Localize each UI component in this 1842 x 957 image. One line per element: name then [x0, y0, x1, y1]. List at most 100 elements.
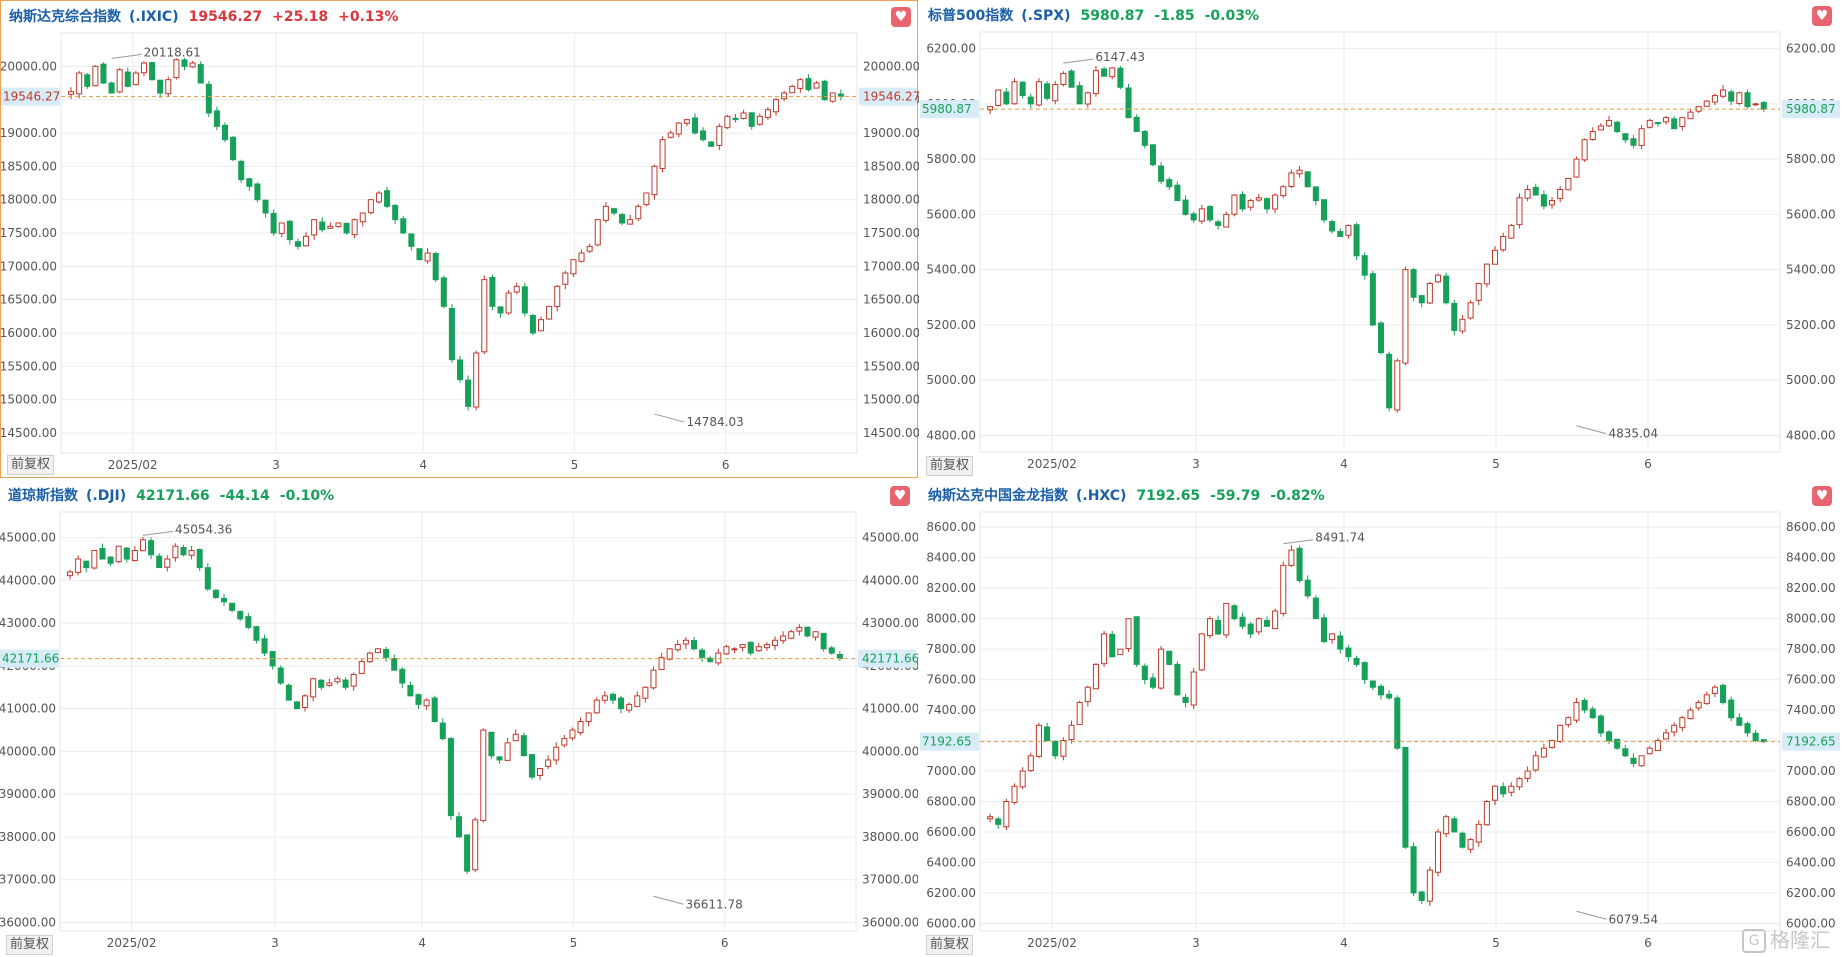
adjust-mode-button[interactable]: 前复权 [926, 456, 974, 476]
candle-body [148, 540, 155, 556]
candle [84, 72, 91, 89]
chart-panel-spx[interactable]: 标普500指数 (.SPX) 5980.87 -1.85 -0.03% ♥ 2025/0… [920, 0, 1842, 478]
candle [139, 536, 146, 552]
candle [132, 70, 139, 86]
candle-body [1589, 130, 1596, 141]
candle-body [108, 82, 115, 94]
candle [667, 130, 674, 139]
candle-body [1011, 785, 1018, 803]
candle [708, 141, 715, 147]
favorite-heart-icon[interactable]: ♥ [1812, 486, 1832, 506]
favorite-heart-icon[interactable]: ♥ [891, 7, 911, 27]
candle-body [1606, 119, 1613, 127]
candle-body [116, 69, 123, 93]
watermark-text: 格隆汇 [1770, 927, 1830, 952]
adjust-mode-button[interactable]: 前复权 [926, 935, 974, 955]
candle-body [1386, 693, 1393, 699]
candle [205, 80, 212, 118]
candle-body [1133, 616, 1140, 665]
candle-body [1744, 723, 1751, 734]
candle [350, 672, 357, 691]
candle-body [1760, 102, 1767, 110]
candle [189, 61, 196, 68]
candle [1459, 831, 1466, 849]
candle-body [675, 122, 682, 135]
candle-body [302, 695, 309, 708]
candle-body [1052, 740, 1059, 757]
candle-body [1174, 184, 1181, 202]
candle [83, 560, 90, 573]
candle [634, 691, 641, 707]
candle [399, 667, 406, 688]
candle [1622, 133, 1629, 144]
candle-body [627, 219, 634, 225]
candle [1589, 706, 1596, 719]
x-tick-label: 4 [1340, 936, 1348, 950]
candle [497, 306, 504, 318]
candle-body [1223, 213, 1230, 228]
favorite-heart-icon[interactable]: ♥ [890, 486, 910, 506]
candle [1752, 102, 1759, 107]
candle-body [1703, 100, 1710, 107]
candle-body [1459, 318, 1466, 332]
candle [1076, 81, 1083, 105]
chart-panel-hxc[interactable]: 纳斯达克中国金龙指数 (.HXC) 7192.65 -59.79 -0.82% ♥ 20… [920, 480, 1842, 957]
candle-body [1044, 83, 1051, 99]
candle [1671, 115, 1678, 130]
candle [1410, 267, 1417, 301]
candle-body [1508, 224, 1515, 239]
candle [1101, 66, 1108, 77]
candle-body [1711, 95, 1718, 103]
candle [100, 62, 107, 84]
candle [1190, 668, 1197, 710]
candle-body [1402, 269, 1409, 364]
candle-body [1687, 709, 1694, 720]
candle-body [172, 545, 179, 559]
y-tick-label-right: 8400.00 [1786, 551, 1836, 565]
favorite-heart-icon[interactable]: ♥ [1812, 6, 1832, 26]
candle-body [1231, 605, 1238, 620]
candle-body [1125, 87, 1132, 119]
chart-panel-dji[interactable]: 道琼斯指数 (.DJI) 42171.66 -44.14 -0.10% ♥ 2025/0… [0, 480, 918, 957]
candle-body [1304, 579, 1311, 597]
candle-body [1312, 597, 1319, 620]
candle-body [1671, 724, 1678, 733]
adjust-mode-button[interactable]: 前复权 [7, 455, 55, 475]
candle [594, 219, 601, 247]
y-tick-label-right: 40000.00 [862, 744, 918, 758]
candle-body [1760, 739, 1767, 743]
candle-body [1263, 619, 1271, 627]
candle [358, 658, 365, 674]
candle [1044, 81, 1051, 101]
y-tick-label-right: 45000.00 [862, 531, 918, 545]
candle-body [285, 684, 292, 701]
candle-body [836, 654, 843, 660]
y-tick-label-right: 6800.00 [1786, 794, 1836, 808]
x-tick-label: 3 [1192, 936, 1200, 950]
candle [1418, 890, 1425, 905]
chart-panel-ixic[interactable]: 纳斯达克综合指数 (.IXIC) 19546.27 +25.18 +0.13% ♥ 20… [0, 0, 919, 478]
candle-body [773, 99, 780, 113]
candle [562, 270, 569, 290]
candle [1728, 89, 1735, 106]
candle [1760, 739, 1767, 744]
candle [278, 222, 285, 238]
candle [643, 192, 650, 207]
candle [1654, 737, 1661, 752]
candle [1035, 78, 1042, 107]
candle [578, 249, 585, 263]
candle [1206, 616, 1213, 639]
candle [1125, 618, 1132, 652]
candle [1711, 93, 1718, 106]
adjust-mode-button[interactable]: 前复权 [6, 935, 54, 955]
candle [1402, 746, 1409, 849]
candle-body [546, 305, 553, 320]
candle [781, 90, 788, 102]
candle [537, 768, 544, 780]
candle-body [602, 205, 609, 221]
candle-body [1728, 699, 1735, 719]
candle-body [375, 192, 382, 203]
candle [1646, 745, 1653, 755]
y-tick-label-left: 6200.00 [926, 886, 976, 900]
candle [1394, 695, 1401, 751]
